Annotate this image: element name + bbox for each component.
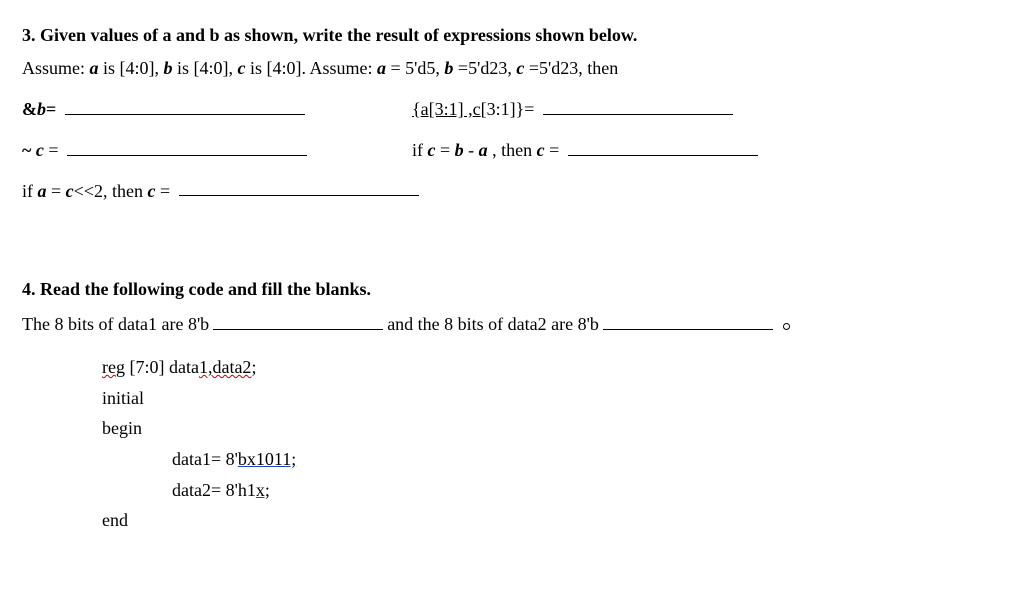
- b-range: is [4:0],: [173, 58, 238, 78]
- b-val: =5'd23,: [453, 58, 516, 78]
- sub-a: a: [479, 140, 488, 160]
- a-range: is [4:0],: [99, 58, 164, 78]
- q4-title: 4. Read the following code and fill the …: [22, 276, 1002, 303]
- blank-and-b[interactable]: [65, 94, 305, 115]
- concat-c: c: [473, 99, 481, 119]
- reg-underline: 1,data2: [199, 357, 251, 377]
- shift-if: if: [22, 180, 38, 200]
- sub-eq2: =: [545, 140, 560, 160]
- var-c: c: [238, 58, 246, 78]
- q4-sent-mid: and the 8 bits of data2 are 8'b: [387, 314, 599, 334]
- expr-and-b: &b=: [22, 94, 412, 123]
- reg-kw: reg: [102, 357, 125, 377]
- c-range: is [4:0]. Assume:: [246, 58, 378, 78]
- var-a: a: [90, 58, 99, 78]
- amp: &: [22, 99, 37, 119]
- c-val: =5'd23, then: [524, 58, 618, 78]
- code-end: end: [102, 505, 1002, 536]
- not-c-eq: =: [44, 140, 59, 160]
- blank-sub[interactable]: [568, 135, 758, 156]
- code-begin: begin: [102, 413, 1002, 444]
- period-circle: [783, 323, 790, 330]
- code-block: reg [7:0] data1,data2; initial begin dat…: [102, 352, 1002, 536]
- sub-c2: c: [537, 140, 545, 160]
- shift-op: <<2, then: [74, 180, 148, 200]
- expr-not-c: ~ c =: [22, 135, 412, 164]
- tilde: ~: [22, 140, 36, 160]
- blank-data1[interactable]: [213, 309, 383, 330]
- d2-under: x;: [256, 480, 270, 500]
- var-a2: a: [377, 58, 386, 78]
- var-b: b: [164, 58, 173, 78]
- q3-assume: Assume: a is [4:0], b is [4:0], c is [4:…: [22, 55, 1002, 82]
- shift-a: a: [38, 180, 47, 200]
- reg-semi: ;: [251, 357, 256, 377]
- and-b-eq: =: [46, 99, 56, 119]
- blank-shift[interactable]: [179, 176, 419, 197]
- shift-eq1: =: [47, 180, 66, 200]
- blank-concat[interactable]: [543, 94, 733, 115]
- expr-concat: {a[3:1] ,c[3:1]}=: [412, 94, 1002, 123]
- d1-pre: data1= 8': [172, 449, 238, 469]
- not-c-var: c: [36, 140, 44, 160]
- blank-not-c[interactable]: [67, 135, 307, 156]
- q4-sentence: The 8 bits of data1 are 8'b and the 8 bit…: [22, 309, 1002, 338]
- q3-title: 3. Given values of a and b as shown, wri…: [22, 22, 1002, 49]
- q4-sent-pre: The 8 bits of data1 are 8'b: [22, 314, 209, 334]
- shift-c: c: [66, 180, 74, 200]
- d1-under: bx1011;: [238, 449, 296, 469]
- assume-prefix: Assume:: [22, 58, 90, 78]
- a-val: = 5'd5,: [386, 58, 444, 78]
- sub-if: if: [412, 140, 428, 160]
- reg-mid: [7:0] data: [125, 357, 199, 377]
- expr-sub: if c = b - a , then c =: [412, 135, 1002, 164]
- sub-eq1: =: [436, 140, 455, 160]
- blank-data2[interactable]: [603, 309, 773, 330]
- expr-shift: if a = c<<2, then c =: [22, 176, 1002, 205]
- sub-c: c: [428, 140, 436, 160]
- concat-open: {: [412, 99, 421, 119]
- d2-pre: data2= 8'h1: [172, 480, 256, 500]
- code-reg: reg [7:0] data1,data2;: [102, 352, 1002, 383]
- concat-mida: [3:1] ,: [429, 99, 473, 119]
- sub-b: b: [455, 140, 464, 160]
- code-data2: data2= 8'h1x;: [172, 475, 1002, 506]
- concat-a: a: [421, 99, 429, 119]
- code-initial: initial: [102, 383, 1002, 414]
- and-b-var: b: [37, 99, 46, 119]
- sub-then: , then: [488, 140, 537, 160]
- concat-midc: [3:1]}=: [481, 99, 535, 119]
- shift-eq2: =: [155, 180, 170, 200]
- code-data1: data1= 8'bx1011;: [172, 444, 1002, 475]
- sub-minus: -: [464, 140, 479, 160]
